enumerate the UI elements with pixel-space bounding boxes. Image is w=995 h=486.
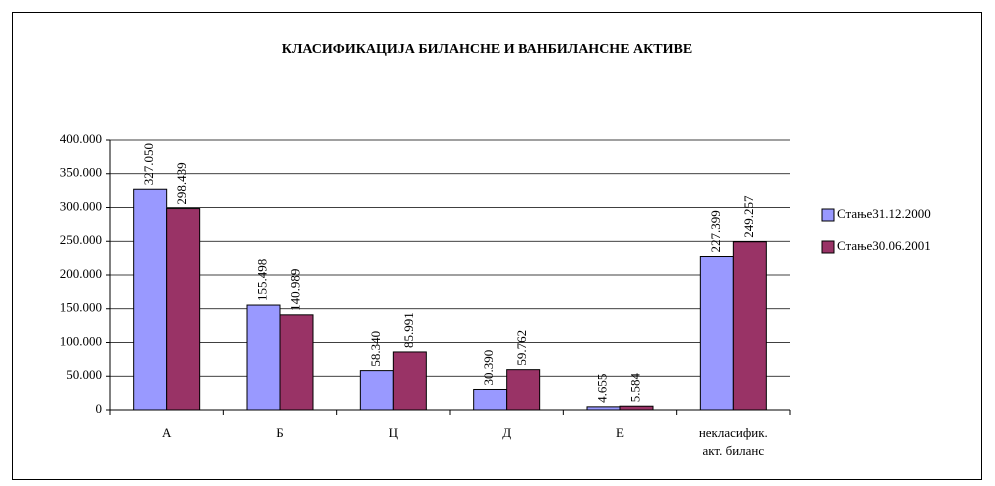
y-tick-label: 250.000	[60, 232, 102, 247]
y-tick-label: 400.000	[60, 131, 102, 146]
x-tick-label: Д	[502, 425, 512, 440]
data-label: 85.991	[401, 312, 416, 348]
data-label: 4.655	[594, 374, 609, 403]
y-tick-label: 150.000	[60, 300, 102, 315]
y-tick-label: 50.000	[66, 367, 102, 382]
bar	[619, 405, 654, 411]
bar	[473, 388, 508, 411]
chart-title: КЛАСИФИКАЦИЈА БИЛАНСНЕ И ВАНБИЛАНСНЕ АКТ…	[282, 42, 692, 57]
x-tick-label: Е	[616, 425, 624, 440]
data-label: 140.989	[287, 269, 302, 311]
data-label: 298.439	[174, 162, 189, 204]
legend-label: Стање31.12.2000	[837, 206, 931, 221]
y-tick-label: 300.000	[60, 198, 102, 213]
data-label: 327.050	[141, 143, 156, 185]
y-tick-label: 100.000	[60, 333, 102, 348]
x-tick-label: некласифик. акт. биланс	[698, 425, 768, 458]
y-tick-label: 200.000	[60, 266, 102, 281]
data-label: 58.340	[368, 331, 383, 367]
bar	[506, 369, 541, 411]
x-tick-label: Ц	[388, 425, 399, 440]
x-tick-label: А	[161, 425, 172, 440]
data-label: 227.399	[708, 210, 723, 252]
bar	[392, 351, 427, 411]
bar	[246, 304, 281, 411]
data-label: 155.498	[254, 259, 269, 301]
bar	[732, 241, 767, 411]
legend-swatch	[821, 240, 835, 254]
data-label: 5.584	[627, 372, 642, 402]
x-tick-label: Б	[276, 425, 284, 440]
data-label: 30.390	[481, 350, 496, 386]
bar	[166, 208, 201, 411]
data-label: 249.257	[741, 195, 756, 238]
bar	[699, 256, 734, 411]
bar	[133, 188, 168, 411]
legend-label: Стање30.06.2001	[837, 238, 931, 253]
y-tick-label: 0	[96, 401, 103, 416]
y-tick-label: 350.000	[60, 165, 102, 180]
legend-swatch	[821, 208, 835, 222]
bar	[279, 314, 314, 411]
bar	[359, 370, 394, 411]
data-label: 59.762	[514, 330, 529, 366]
